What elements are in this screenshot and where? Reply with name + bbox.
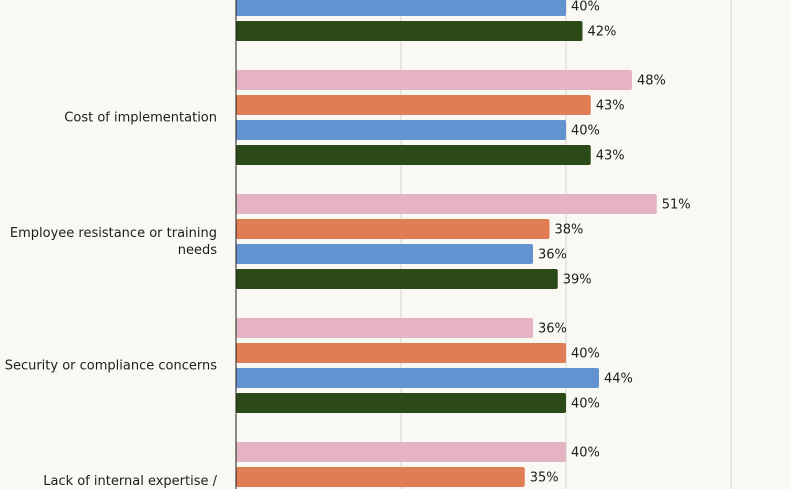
value-label: 35% bbox=[530, 471, 559, 486]
bar bbox=[236, 95, 591, 115]
bar bbox=[236, 318, 533, 338]
bar bbox=[236, 21, 583, 41]
value-label: 38% bbox=[555, 223, 584, 238]
value-label: 43% bbox=[596, 149, 625, 164]
bar bbox=[236, 269, 558, 289]
bar bbox=[236, 0, 566, 16]
value-label: 40% bbox=[571, 446, 600, 461]
bar bbox=[236, 145, 591, 165]
bar bbox=[236, 219, 550, 239]
bar bbox=[236, 343, 566, 363]
value-label: 44% bbox=[604, 372, 633, 387]
value-label: 48% bbox=[637, 74, 666, 89]
category-label: Cost of implementation bbox=[64, 110, 217, 125]
value-label: 36% bbox=[538, 322, 567, 337]
bar bbox=[236, 194, 657, 214]
bar bbox=[236, 244, 533, 264]
bar bbox=[236, 70, 632, 90]
value-label: 36% bbox=[538, 248, 567, 263]
value-label: 40% bbox=[571, 0, 600, 15]
value-label: 39% bbox=[563, 273, 592, 288]
bar bbox=[236, 442, 566, 462]
value-label: 42% bbox=[588, 25, 617, 40]
bar bbox=[236, 467, 525, 487]
category-label: Employee resistance or training needs bbox=[10, 226, 217, 258]
value-label: 40% bbox=[571, 347, 600, 362]
category-label: Security or compliance concerns bbox=[5, 358, 218, 373]
value-label: 51% bbox=[662, 198, 691, 213]
bar bbox=[236, 368, 599, 388]
value-label: 40% bbox=[571, 397, 600, 412]
value-label: 43% bbox=[596, 99, 625, 114]
value-label: 40% bbox=[571, 124, 600, 139]
bar bbox=[236, 120, 566, 140]
category-label: Lack of internal expertise / bbox=[43, 474, 217, 489]
bar bbox=[236, 393, 566, 413]
